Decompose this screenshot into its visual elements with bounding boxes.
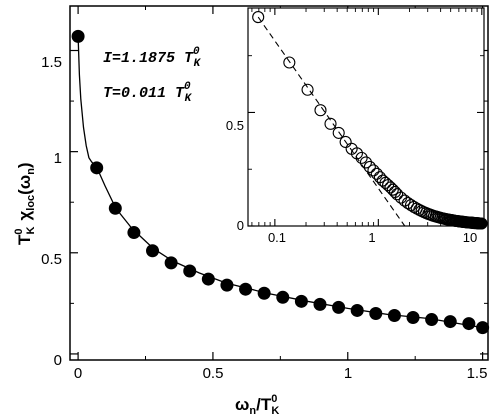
main-point-12 [294,294,308,308]
inset-point-12 [367,164,380,177]
main-point-11 [276,290,290,304]
main-point-1 [90,161,104,175]
inset-point-4 [324,117,337,130]
main-plot-frame [69,5,489,361]
inset-y-tick-label-1: 0.5 [226,118,244,133]
inset-point-21 [391,188,404,201]
main-point-21 [462,317,476,331]
inset-point-1 [283,56,296,69]
inset-point-82 [475,217,488,230]
main-point-16 [369,306,383,320]
inset-point-19 [386,183,399,196]
inset-y-tick-label-0: 0 [237,218,244,233]
x-axis-label: ωn/T0 K [235,393,279,417]
inset-point-23 [398,194,411,207]
main-point-7 [201,272,215,286]
main-point-20 [443,315,457,329]
main-point-3 [127,226,141,240]
annotation-temperature: T=0.011 T0 K [103,81,193,105]
y-tick-label-3: 1.5 [41,54,62,71]
y-axis-label: T0Kχloc(ωn) [13,162,37,245]
inset-point-13 [370,167,383,180]
inset-point-18 [384,181,397,194]
main-point-19 [425,313,439,327]
inset-point-24 [401,197,414,210]
inset-point-9 [355,151,368,164]
y-tick-label-2: 1 [54,150,62,167]
main-points [71,29,490,335]
inset-point-3 [314,104,327,117]
inset-dashed-line [257,16,406,227]
inset-x-tick-label-1: 1 [368,230,375,245]
inset-point-17 [382,179,395,192]
x-tick-label-3: 1.5 [467,365,488,382]
main-point-6 [183,264,197,278]
main-point-10 [257,286,271,300]
inset-x-tick-label-0: 0.1 [268,230,286,245]
main-point-8 [220,278,234,292]
inset-points [252,11,488,230]
main-point-5 [164,256,178,270]
main-point-15 [350,303,364,317]
x-tick-label-2: 1 [344,365,352,382]
inset-point-11 [363,160,376,174]
main-point-4 [146,244,160,258]
inset-plot-frame [247,7,485,227]
main-point-2 [108,201,122,215]
annotation-coupling: I=1.1875 T0 K [103,46,202,70]
main-point-13 [313,297,327,311]
main-point-9 [239,282,253,296]
main-point-18 [406,311,420,325]
inset-point-5 [332,126,345,139]
x-tick-label-0: 0 [74,365,82,382]
inset-dashed-fit [257,16,406,227]
svg-text:T0Kχloc(ωn): T0Kχloc(ωn) [13,162,37,245]
main-point-0 [71,29,85,43]
main-point-14 [332,300,346,314]
inset-point-0 [252,11,265,24]
inset-point-2 [301,83,314,96]
main-point-17 [387,308,401,322]
inset-x-tick-label-2: 10 [463,230,477,245]
main-point-22 [476,321,490,335]
inset-point-8 [350,147,363,160]
inset-point-6 [339,135,352,149]
x-tick-label-1: 0.5 [203,365,224,382]
y-tick-label-1: 0.5 [41,251,62,268]
inset-point-10 [359,156,372,169]
y-tick-label-0: 0 [54,352,62,369]
